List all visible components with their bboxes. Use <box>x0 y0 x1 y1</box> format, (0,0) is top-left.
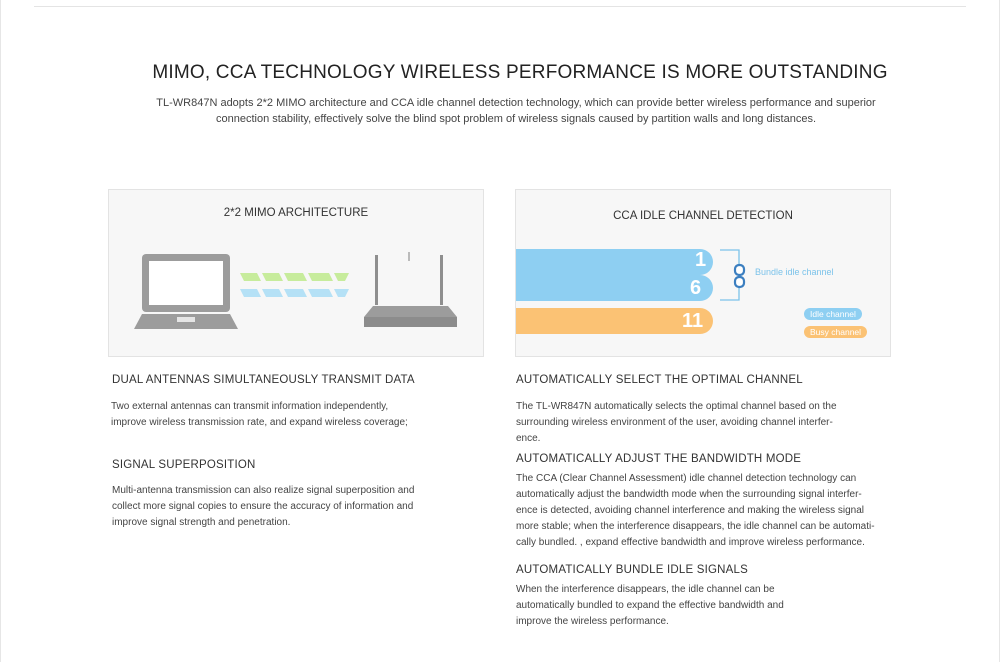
section-body: Multi-antenna transmission can also real… <box>112 483 414 531</box>
cca-illustration <box>516 249 746 334</box>
section-title: SIGNAL SUPERPOSITION <box>112 459 256 471</box>
section-line: Two external antennas can transmit infor… <box>111 401 389 412</box>
section-title: AUTOMATICALLY BUNDLE IDLE SIGNALS <box>516 564 748 576</box>
mimo-illustration <box>134 252 457 329</box>
section-body: When the interference disappears, the id… <box>516 582 784 630</box>
section-body: Two external antennas can transmit infor… <box>111 399 408 431</box>
section-line: When the interference disappears, the id… <box>516 584 775 595</box>
section-line: collect more signal copies to ensure the… <box>112 501 414 512</box>
busy-channel-bar <box>516 308 713 334</box>
section-line: Multi-antenna transmission can also real… <box>112 485 415 496</box>
section-body: The TL-WR847N automatically selects the … <box>516 399 837 447</box>
section-line: The CCA (Clear Channel Assessment) idle … <box>516 473 857 484</box>
cca-panel-title: CCA IDLE CHANNEL DETECTION <box>613 210 793 222</box>
channel-11-label: 11 <box>682 310 704 332</box>
idle-channel-bar <box>516 249 713 301</box>
section-title: DUAL ANTENNAS SIMULTANEOUSLY TRANSMIT DA… <box>112 374 415 386</box>
legend-idle-channel: Idle channel <box>804 308 862 320</box>
section-line: cally bundled. , expand effective bandwi… <box>516 537 865 548</box>
top-divider <box>34 6 966 7</box>
section-line: more stable; when the interference disap… <box>516 521 875 532</box>
section-body: The CCA (Clear Channel Assessment) idle … <box>516 471 875 551</box>
section-line: improve wireless transmission rate, and … <box>111 417 408 428</box>
section-line: ence is detected, avoiding channel inter… <box>516 505 864 516</box>
cca-panel: CCA IDLE CHANNEL DETECTION 1 6 11 Bundle… <box>515 189 891 357</box>
section-line: The TL-WR847N automatically selects the … <box>516 401 837 412</box>
intro-line: TL-WR847N adopts 2*2 MIMO architecture a… <box>156 97 876 109</box>
laptop-icon <box>134 254 238 329</box>
page-headline: MIMO, CCA TECHNOLOGY WIRELESS PERFORMANC… <box>152 62 888 83</box>
section-line: ence. <box>516 433 541 444</box>
bundle-idle-channel-label: Bundle idle channel <box>755 267 834 277</box>
section-line: improve the wireless performance. <box>516 616 669 627</box>
link-icon <box>733 263 746 289</box>
section-line: surrounding wireless environment of the … <box>516 417 833 428</box>
section-title: AUTOMATICALLY ADJUST THE BANDWIDTH MODE <box>516 453 802 465</box>
signal-stream-icon <box>240 273 349 297</box>
channel-1-label: 1 <box>695 249 707 271</box>
section-title: AUTOMATICALLY SELECT THE OPTIMAL CHANNEL <box>516 374 803 386</box>
legend-busy-channel: Busy channel <box>804 326 868 338</box>
channel-6-label: 6 <box>690 277 702 299</box>
section-line: improve signal strength and penetration. <box>112 517 291 528</box>
mimo-panel: 2*2 MIMO ARCHITECTURE <box>108 189 484 357</box>
section-line: automatically bundled to expand the effe… <box>516 600 784 611</box>
intro-line: connection stability, effectively solve … <box>215 113 817 125</box>
intro-paragraph: TL-WR847N adopts 2*2 MIMO architecture a… <box>108 95 924 127</box>
mimo-panel-title: 2*2 MIMO ARCHITECTURE <box>223 207 369 219</box>
section-line: automatically adjust the bandwidth mode … <box>516 489 862 500</box>
router-icon <box>364 252 457 327</box>
